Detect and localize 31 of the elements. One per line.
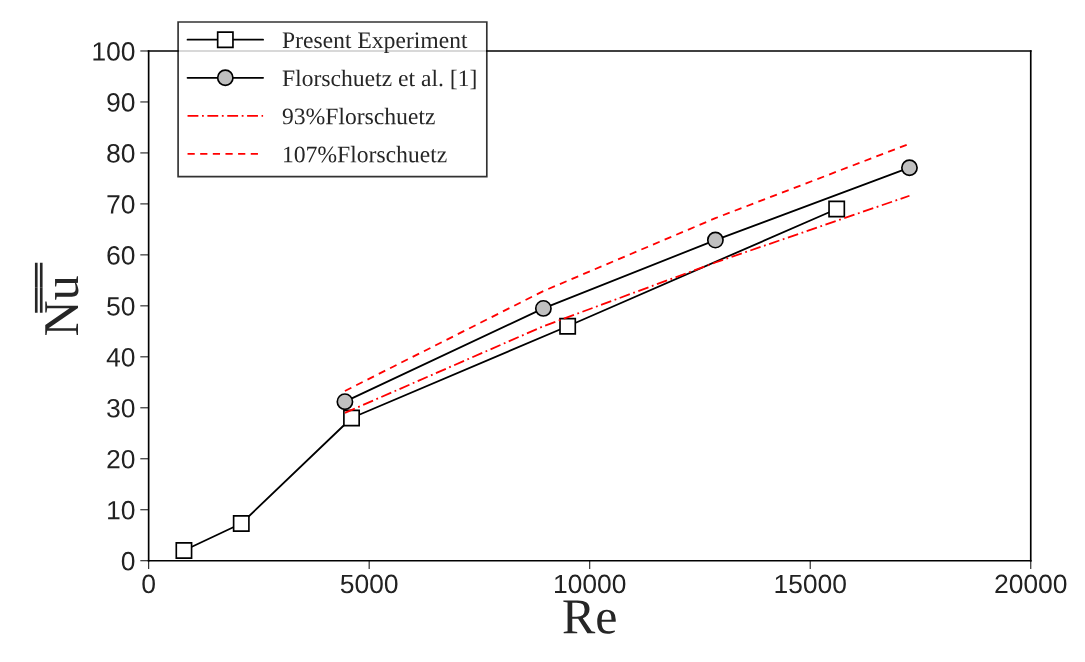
legend-label: Florschuetz et al. [1] — [282, 69, 476, 90]
y-axis-title: N̿u̿ — [34, 262, 79, 335]
legend-label: 93%Florschuetz — [282, 107, 435, 125]
point — [828, 200, 846, 218]
y-tick-label: 20 — [107, 449, 135, 469]
y-tick-label: 100 — [93, 42, 135, 61]
point — [343, 409, 361, 427]
y-tick-label: 90 — [107, 93, 135, 112]
point — [900, 159, 918, 177]
y-tick-label: 70 — [107, 195, 135, 214]
point — [232, 515, 250, 532]
x-axis-title: Re — [563, 600, 616, 634]
point — [534, 299, 552, 317]
x-tick-label: 10000 — [555, 574, 626, 594]
legend-label: 107%Florschuetz — [284, 145, 447, 163]
y-tick-label: 30 — [107, 398, 135, 418]
legend-label: Present Experiment — [282, 32, 468, 53]
y-tick-label: 10 — [108, 500, 135, 520]
point — [175, 542, 193, 559]
x-tick-label: 15000 — [775, 574, 846, 594]
y-tick-label: 40 — [106, 347, 135, 367]
point — [559, 317, 577, 335]
y-tick-label: 50 — [107, 296, 135, 316]
point — [706, 231, 724, 249]
x-tick-label: 5000 — [340, 574, 398, 594]
x-tick-label: 20000 — [995, 574, 1067, 594]
y-tick-label: 80 — [107, 144, 135, 163]
y-tick-label: 0 — [121, 551, 135, 571]
x-tick-label: 0 — [142, 574, 155, 594]
y-tick-label: 60 — [107, 246, 135, 265]
point — [336, 393, 354, 411]
